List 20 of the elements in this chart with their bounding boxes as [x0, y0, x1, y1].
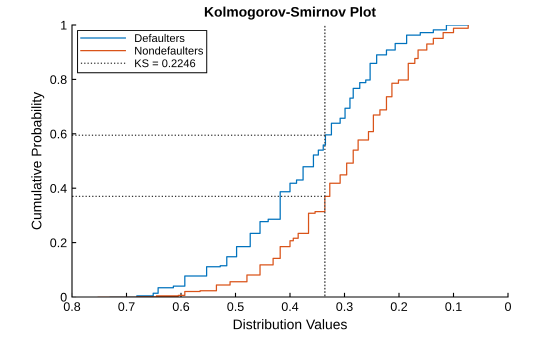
y-tick-label: 0.6 — [50, 130, 67, 138]
y-axis-title: Cumulative Probability — [31, 92, 44, 230]
x-tick-label: 0.6 — [172, 302, 190, 312]
x-tick-label: 0.2 — [390, 302, 408, 312]
legend-label: Defaulters — [135, 34, 184, 42]
x-tick-label: 0.5 — [227, 302, 244, 312]
y-tick-label: 0.4 — [50, 184, 67, 193]
y-tick-label: 0.8 — [50, 75, 67, 84]
y-tick-label: 0 — [60, 292, 67, 302]
x-tick-label: 0.7 — [118, 302, 135, 312]
x-tick-label: 0.1 — [445, 302, 462, 312]
y-tick-label: 0.2 — [50, 238, 67, 248]
legend-label: KS = 0.2246 — [135, 59, 196, 68]
y-tick-label: 1 — [61, 20, 67, 30]
x-tick-label: 0.4 — [282, 302, 298, 312]
chart-title: Kolmogorov-Smirnov Plot — [204, 6, 376, 20]
legend-label: Nondefaulters — [135, 46, 203, 55]
x-tick-label: 0 — [505, 302, 511, 312]
x-axis-title: Distribution Values — [234, 319, 347, 330]
x-tick-label: 0.3 — [336, 302, 353, 312]
